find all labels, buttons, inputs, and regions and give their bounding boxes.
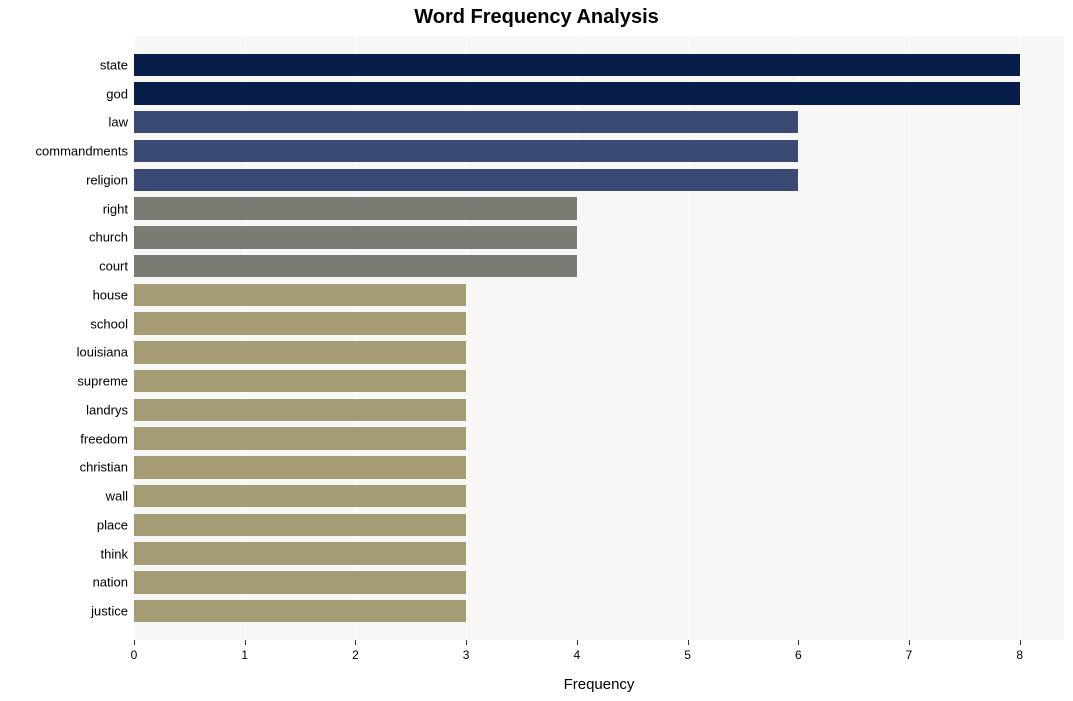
x-tick-label: 5 (684, 648, 691, 662)
chart-title: Word Frequency Analysis (0, 6, 1073, 29)
x-tick-label: 7 (906, 648, 913, 662)
x-tick-label: 2 (352, 648, 359, 662)
y-tick-label: state (100, 57, 128, 72)
x-tick-mark (577, 640, 578, 645)
word-frequency-chart: Word Frequency Analysis state god law comma… (0, 0, 1073, 701)
y-tick-label: supreme (77, 374, 128, 389)
y-tick-label: landrys (86, 402, 128, 417)
y-axis-labels: state god law commandments religion right chur… (0, 36, 128, 640)
x-tick-mark (134, 640, 135, 645)
x-tick-mark (798, 640, 799, 645)
x-tick-label: 4 (574, 648, 581, 662)
y-tick-label: freedom (80, 431, 128, 446)
x-tick-mark (466, 640, 467, 645)
x-tick-mark (355, 640, 356, 645)
y-tick-label: think (101, 546, 128, 561)
y-tick-label: commandments (36, 144, 128, 159)
y-tick-label: house (93, 287, 128, 302)
y-tick-label: god (106, 86, 128, 101)
x-axis-ticks: 0 1 2 3 4 5 6 7 8 (134, 36, 1064, 668)
y-tick-label: louisiana (77, 345, 128, 360)
y-tick-label: school (90, 316, 128, 331)
y-tick-label: right (103, 201, 128, 216)
y-tick-label: justice (91, 604, 128, 619)
y-tick-label: christian (80, 460, 128, 475)
y-tick-label: religion (86, 172, 128, 187)
x-tick-mark (1020, 640, 1021, 645)
x-tick-label: 0 (131, 648, 138, 662)
x-tick-mark (688, 640, 689, 645)
y-tick-label: court (99, 259, 128, 274)
x-tick-label: 3 (463, 648, 470, 662)
y-tick-label: law (108, 115, 128, 130)
y-tick-label: place (97, 517, 128, 532)
x-tick-label: 8 (1016, 648, 1023, 662)
y-tick-label: church (89, 230, 128, 245)
x-tick-label: 6 (795, 648, 802, 662)
x-tick-label: 1 (241, 648, 248, 662)
x-axis-title: Frequency (134, 676, 1064, 693)
x-tick-mark (909, 640, 910, 645)
y-tick-label: nation (93, 575, 128, 590)
y-tick-label: wall (106, 489, 128, 504)
x-tick-mark (245, 640, 246, 645)
